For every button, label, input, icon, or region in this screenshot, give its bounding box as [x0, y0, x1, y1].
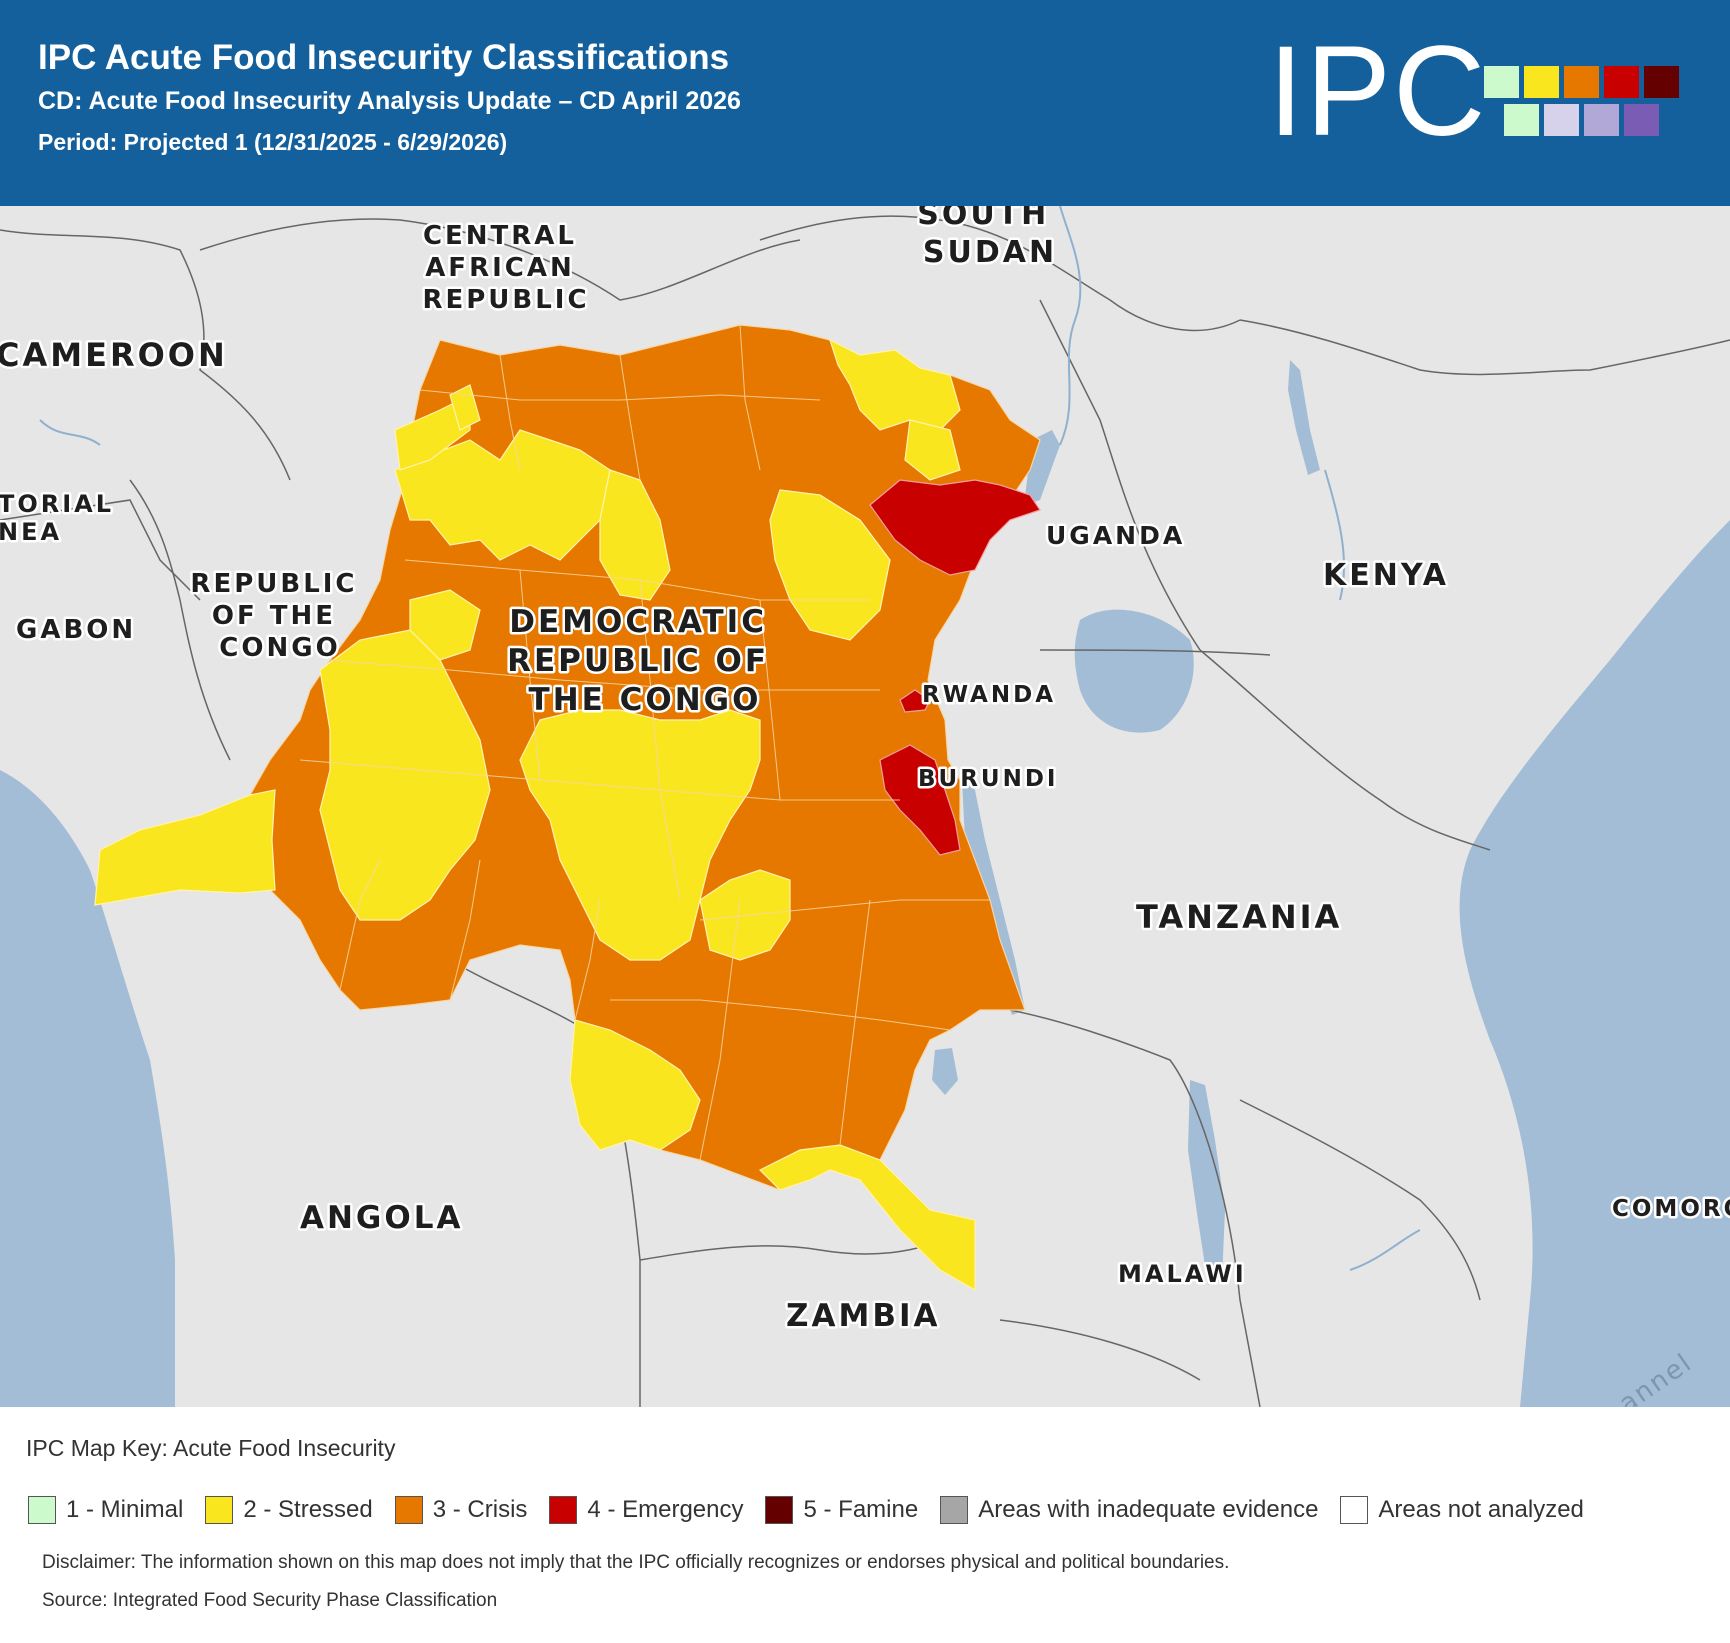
legend-label-emergency: 4 - Emergency: [587, 1496, 744, 1523]
lake-victoria: [1074, 609, 1194, 733]
atlantic-ocean: [0, 770, 175, 1407]
legend-label-famine: 5 - Famine: [803, 1496, 919, 1523]
ipc-logo-text: IPC: [1268, 20, 1488, 163]
label-kenya: KENYA: [1323, 558, 1449, 593]
country-borders: [0, 215, 1730, 1407]
map-subtitle: CD: Acute Food Insecurity Analysis Updat…: [38, 87, 741, 115]
legend-swatch-emergency: [549, 1496, 578, 1524]
map-disclaimer: Disclaimer: The information shown on thi…: [42, 1552, 1230, 1573]
label-rwanda: RWANDA: [922, 682, 1056, 708]
legend-item-inadequate-evidence: Areas with inadequate evidence: [940, 1496, 1318, 1524]
label-republic-of-congo: REPUBLIC OF THE CONGO: [190, 569, 369, 663]
lake-malawi: [1188, 1080, 1225, 1285]
map-title: IPC Acute Food Insecurity Classification…: [38, 38, 730, 77]
label-zambia: ZAMBIA: [786, 1298, 940, 1334]
label-equatorial-guinea: TORIAL NEA: [0, 490, 125, 546]
legend-label-inadequate-evidence: Areas with inadequate evidence: [978, 1496, 1319, 1523]
map-legend: IPC Map Key: Acute Food Insecurity 1 - M…: [0, 1407, 1730, 1643]
legend-swatch-crisis: [394, 1496, 423, 1524]
indian-ocean: [1459, 520, 1730, 1407]
legend-label-minimal: 1 - Minimal: [66, 1496, 184, 1523]
drc-emergency-areas[interactable]: [869, 479, 1041, 856]
legend-label-not-analyzed: Areas not analyzed: [1378, 1496, 1584, 1523]
food-insecurity-map[interactable]: CENTRAL AFRICAN REPUBLIC SOUTH SUDAN CAM…: [0, 206, 1730, 1407]
drc-stressed-areas[interactable]: [94, 338, 976, 1292]
label-gabon: GABON: [16, 615, 136, 645]
label-cameroon: CAMEROON: [0, 336, 228, 374]
label-central-african-republic: CENTRAL AFRICAN REPUBLIC: [422, 221, 589, 315]
rivers: [39, 206, 1421, 1271]
legend-swatch-minimal: [28, 1496, 56, 1524]
map-period: Period: Projected 1 (12/31/2025 - 6/29/2…: [38, 129, 508, 155]
legend-swatch-famine: [765, 1496, 794, 1524]
label-comoros: COMORO: [1612, 1196, 1730, 1222]
lake-mweru: [932, 1048, 958, 1095]
legend-item-minimal: 1 - Minimal: [28, 1496, 183, 1524]
legend-swatch-not-analyzed: [1340, 1496, 1369, 1524]
legend-swatch-inadequate-evidence: [940, 1496, 969, 1524]
country-labels: CENTRAL AFRICAN REPUBLIC SOUTH SUDAN CAM…: [0, 206, 1730, 1407]
legend-title: IPC Map Key: Acute Food Insecurity: [26, 1435, 396, 1461]
legend-label-crisis: 3 - Crisis: [432, 1496, 528, 1523]
legend-item-not-analyzed: Areas not analyzed: [1340, 1496, 1584, 1524]
map-source: Source: Integrated Food Security Phase C…: [42, 1590, 498, 1611]
lake-tanganyika: [962, 780, 1025, 1015]
district-boundaries: [299, 324, 990, 1161]
legend-label-stressed: 2 - Stressed: [243, 1496, 373, 1523]
label-uganda: UGANDA: [1046, 521, 1185, 550]
label-tanzania: TANZANIA: [1136, 898, 1342, 936]
label-malawi: MALAWI: [1118, 1260, 1247, 1288]
label-burundi: BURUNDI: [918, 766, 1059, 792]
legend-items: 1 - Minimal 2 - Stressed 3 - Crisis 4 - …: [28, 1493, 1606, 1527]
map-header: IPC Acute Food Insecurity Classification…: [0, 0, 1730, 206]
label-angola: ANGOLA: [300, 1200, 463, 1236]
lake-turkana: [1288, 360, 1320, 475]
legend-item-stressed: 2 - Stressed: [205, 1496, 373, 1524]
legend-item-crisis: 3 - Crisis: [394, 1496, 528, 1524]
legend-item-famine: 5 - Famine: [765, 1496, 918, 1524]
legend-swatch-stressed: [205, 1496, 234, 1524]
legend-item-emergency: 4 - Emergency: [549, 1496, 743, 1524]
label-south-sudan: SOUTH SUDAN: [917, 206, 1063, 270]
label-drc: DEMOCRATIC REPUBLIC OF THE CONGO: [507, 604, 783, 718]
ipc-logo-squares: [1484, 66, 1680, 142]
